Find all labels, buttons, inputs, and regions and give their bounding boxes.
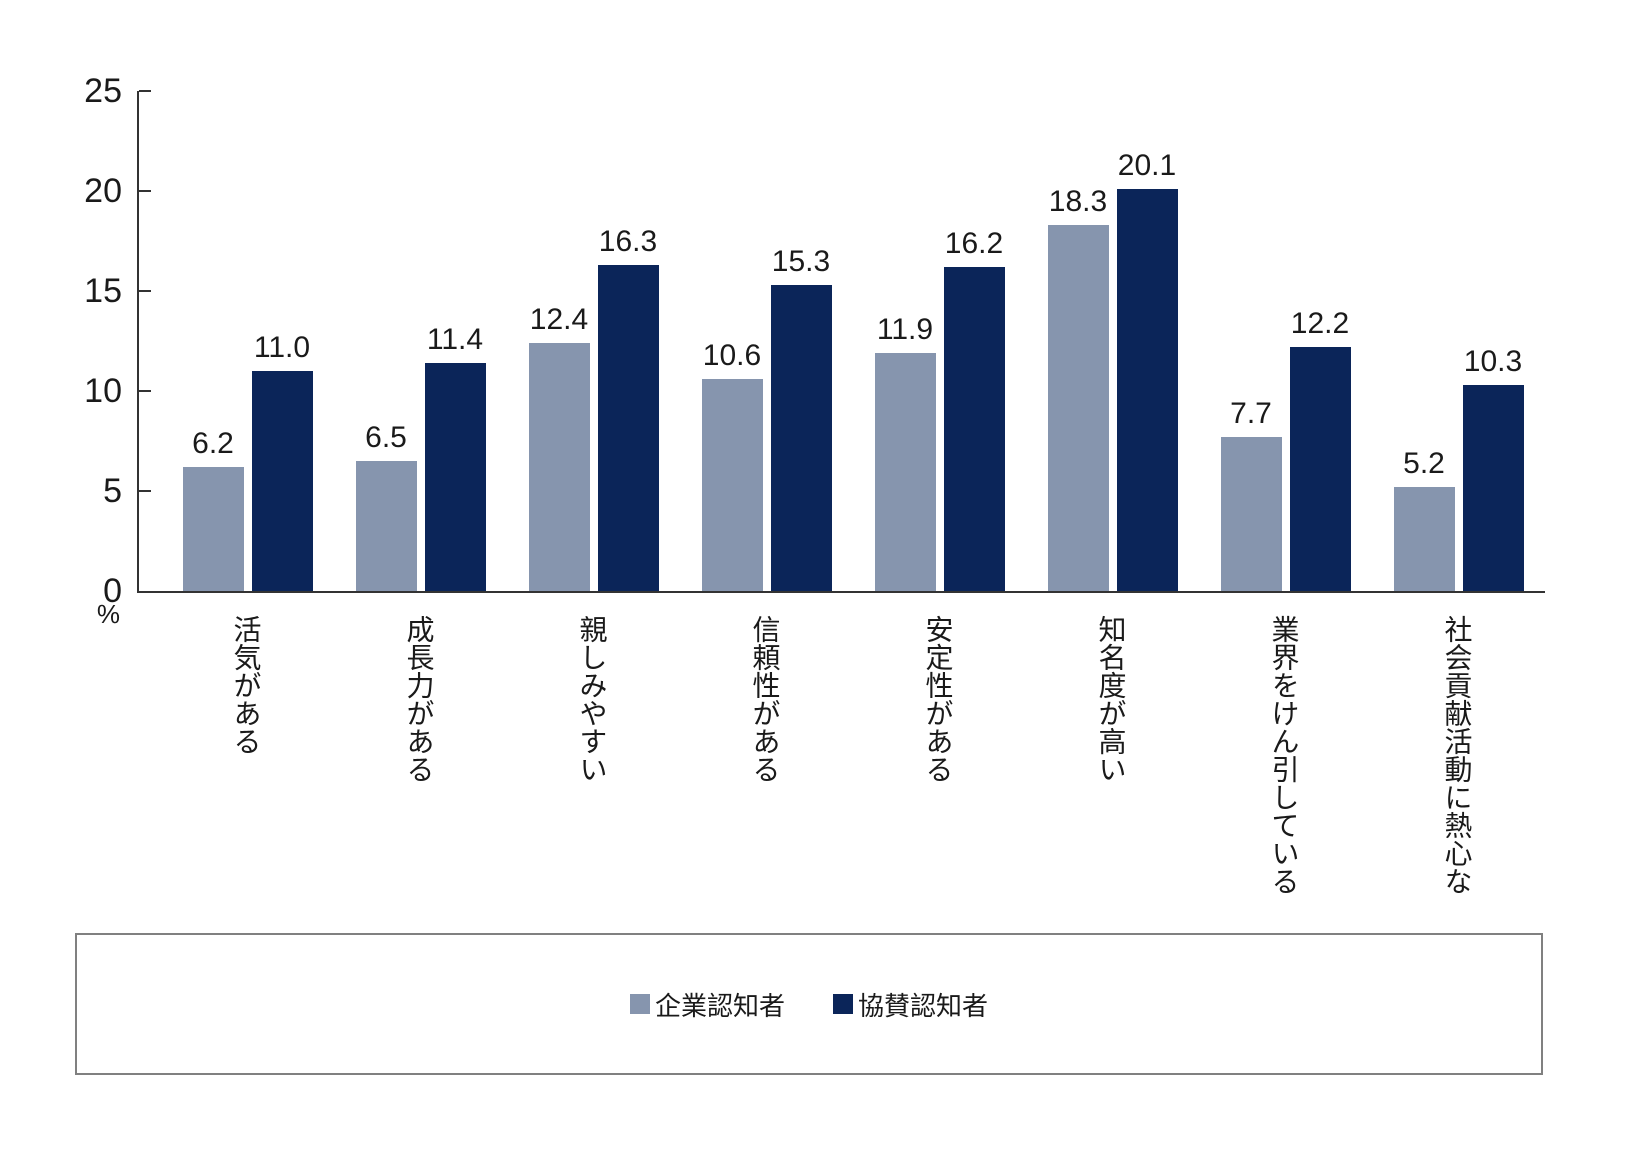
bar-column-series-2: 10.3 xyxy=(1462,91,1524,591)
bar-column-series-1: 6.2 xyxy=(182,91,244,591)
bar-value-label: 11.0 xyxy=(253,331,311,364)
legend-item-series-1: 企業認知者 xyxy=(629,986,785,1023)
bar-value-label: 12.4 xyxy=(529,303,589,336)
bar-series-2 xyxy=(943,267,1005,591)
category-label: 活気がある xyxy=(230,615,262,755)
bar-value-label: 11.9 xyxy=(876,313,934,346)
legend-item-series-2: 協賛認知者 xyxy=(833,986,988,1023)
bar-column-series-1: 6.5 xyxy=(355,91,417,591)
bar-group: 6.2 11.0 xyxy=(161,91,334,591)
bar-column-series-1: 5.2 xyxy=(1393,91,1455,591)
y-tick-mark xyxy=(139,290,151,292)
bars-row: 6.2 11.0 6.5 11.4 12.4 16.3 10.6 15.3 11.9 16.2 18… xyxy=(161,91,1545,591)
bar-column-series-2: 15.3 xyxy=(770,91,832,591)
bar-value-label: 20.1 xyxy=(1117,149,1177,182)
legend-label-series-1: 企業認知者 xyxy=(654,990,785,1021)
bar-value-label: 5.2 xyxy=(1403,447,1445,480)
bar-value-label: 10.6 xyxy=(702,339,762,372)
bar-series-1 xyxy=(355,461,417,591)
y-tick-label: 15 xyxy=(84,272,122,310)
category-label: 安定性がある xyxy=(922,615,954,783)
bar-column-series-2: 11.4 xyxy=(424,91,486,591)
bar-column-series-1: 18.3 xyxy=(1047,91,1109,591)
bar-column-series-1: 10.6 xyxy=(701,91,763,591)
y-axis-unit-label: % xyxy=(96,599,120,629)
y-tick-label: 25 xyxy=(84,72,122,110)
plot-area: 6.2 11.0 6.5 11.4 12.4 16.3 10.6 15.3 11.9 16.2 18… xyxy=(137,90,1545,593)
bar-value-label: 16.3 xyxy=(598,225,658,259)
bar-series-2 xyxy=(1462,385,1524,591)
bar-group: 5.2 10.3 xyxy=(1372,91,1545,591)
legend-swatch-series-1-icon xyxy=(629,994,650,1014)
bar-series-1 xyxy=(1047,225,1109,591)
y-tick-mark xyxy=(139,390,151,392)
bar-series-1 xyxy=(1393,487,1455,591)
y-tick-label: 20 xyxy=(84,172,122,210)
bar-group: 11.9 16.2 xyxy=(853,91,1026,591)
legend: 企業認知者 協賛認知者 xyxy=(75,933,1543,1075)
bar-series-2 xyxy=(1116,189,1178,591)
category-label: 社会貢献活動に熱心な xyxy=(1441,615,1473,895)
category-row: 活気がある 成長力がある 親しみやすい 信頼性がある 安定性がある 知名度が高い 業界をけん… xyxy=(159,615,1543,895)
bar-group: 10.6 15.3 xyxy=(680,91,853,591)
bar-column-series-1: 12.4 xyxy=(528,91,590,591)
y-tick-mark xyxy=(139,90,151,92)
bar-group: 18.3 20.1 xyxy=(1026,91,1199,591)
bar-column-series-1: 7.7 xyxy=(1220,91,1282,591)
y-tick-label: 5 xyxy=(103,472,122,510)
category-slot: 社会貢献活動に熱心な xyxy=(1370,615,1543,895)
y-tick-label: 10 xyxy=(84,372,122,410)
bar-value-label: 11.4 xyxy=(426,323,484,356)
legend-label-series-2: 協賛認知者 xyxy=(858,990,989,1021)
bar-column-series-1: 11.9 xyxy=(874,91,936,591)
category-slot: 親しみやすい xyxy=(505,615,678,783)
bar-series-2 xyxy=(770,285,832,591)
category-label: 信頼性がある xyxy=(749,615,781,783)
bar-series-1 xyxy=(528,343,590,591)
bar-value-label: 6.2 xyxy=(192,427,234,460)
bar-value-label: 18.3 xyxy=(1048,185,1108,218)
bar-value-label: 10.3 xyxy=(1463,345,1523,378)
category-label: 知名度が高い xyxy=(1095,615,1127,783)
bar-group: 12.4 16.3 xyxy=(507,91,680,591)
category-slot: 信頼性がある xyxy=(678,615,851,783)
category-slot: 活気がある xyxy=(159,615,332,755)
bar-series-2 xyxy=(1289,347,1351,591)
category-label: 親しみやすい xyxy=(576,615,608,783)
bar-value-label: 16.2 xyxy=(944,227,1004,260)
bar-series-2 xyxy=(251,371,313,591)
y-tick-label: 0 xyxy=(103,572,122,610)
bar-value-label: 15.3 xyxy=(771,245,831,278)
y-axis-labels: % 0 5 10 15 20 25 xyxy=(0,74,122,627)
category-slot: 知名度が高い xyxy=(1024,615,1197,783)
bar-series-1 xyxy=(874,353,936,591)
bar-value-label: 6.5 xyxy=(365,421,407,454)
legend-swatch-series-2-icon xyxy=(833,994,853,1014)
bar-series-1 xyxy=(1220,437,1282,591)
category-label: 業界をけん引している xyxy=(1268,615,1300,895)
bar-column-series-2: 16.2 xyxy=(943,91,1005,591)
category-slot: 業界をけん引している xyxy=(1197,615,1370,895)
bar-value-label: 12.2 xyxy=(1290,307,1350,340)
bar-series-1 xyxy=(701,379,763,591)
category-slot: 安定性がある xyxy=(851,615,1024,783)
bar-group: 7.7 12.2 xyxy=(1199,91,1372,591)
bar-value-label: 7.7 xyxy=(1230,397,1272,430)
y-tick-mark xyxy=(139,490,151,492)
bar-column-series-2: 16.3 xyxy=(597,91,659,591)
bar-series-2 xyxy=(424,363,486,591)
bar-group: 6.5 11.4 xyxy=(334,91,507,591)
category-slot: 成長力がある xyxy=(332,615,505,783)
category-label: 成長力がある xyxy=(403,615,435,783)
bar-series-1 xyxy=(182,467,244,591)
y-tick-mark xyxy=(139,190,151,192)
bar-column-series-2: 11.0 xyxy=(251,91,313,591)
bar-column-series-2: 20.1 xyxy=(1116,91,1178,591)
bar-column-series-2: 12.2 xyxy=(1289,91,1351,591)
bar-series-2 xyxy=(597,265,659,591)
